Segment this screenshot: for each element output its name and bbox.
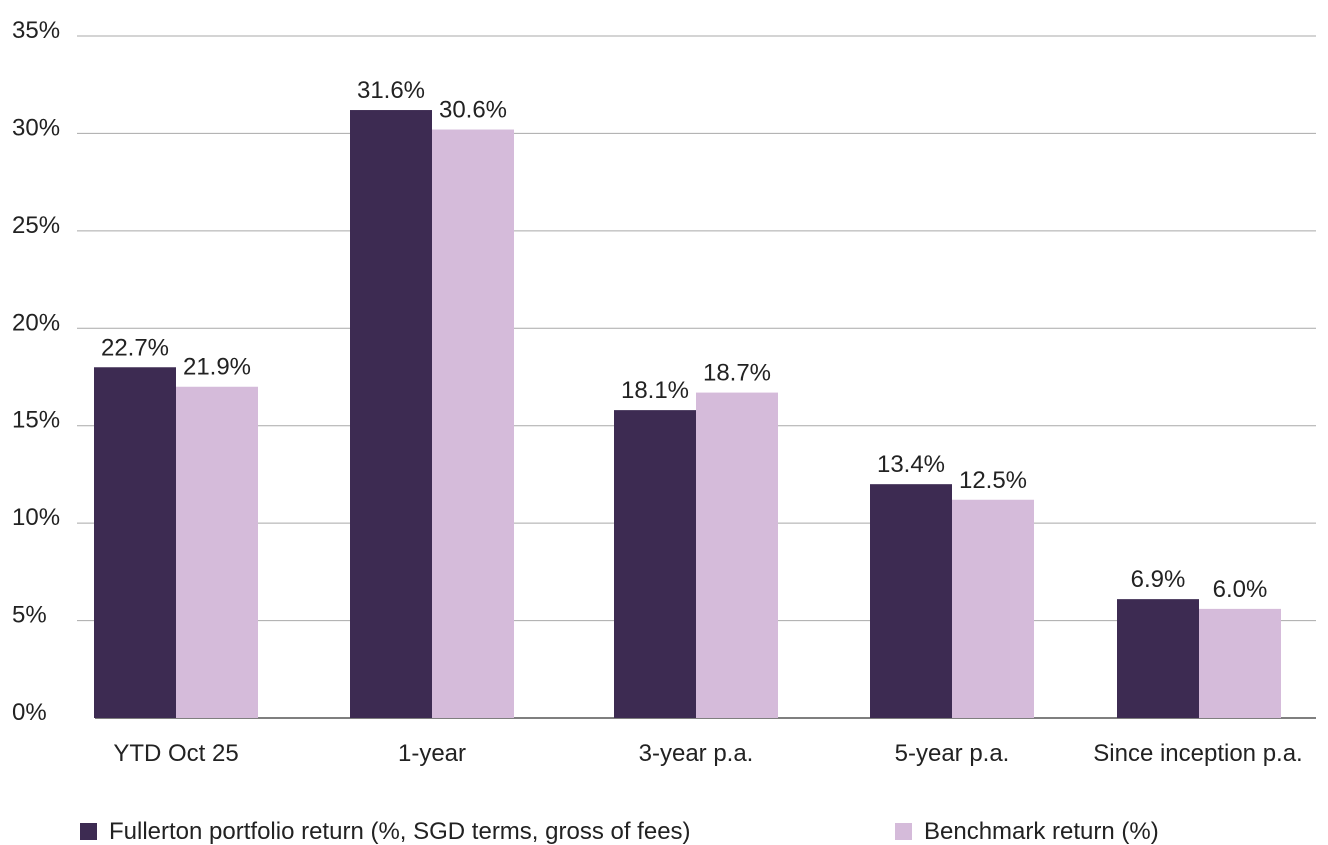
bar-benchmark-3 <box>952 499 1034 718</box>
x-category-label: YTD Oct 25 <box>113 740 238 767</box>
bar-portfolio-4 <box>1117 599 1199 718</box>
legend-swatch-portfolio <box>80 823 97 840</box>
x-category-label: 3-year p.a. <box>639 740 754 767</box>
bar-portfolio-3 <box>870 484 952 718</box>
legend-item-portfolio: Fullerton portfolio return (%, SGD terms… <box>80 818 691 845</box>
y-tick-label: 20% <box>12 309 60 336</box>
x-category-label: 5-year p.a. <box>895 740 1010 767</box>
gridlines <box>77 35 1316 719</box>
y-tick-label: 25% <box>12 212 60 239</box>
legend-label-benchmark: Benchmark return (%) <box>924 818 1159 845</box>
y-tick-label: 15% <box>12 407 60 434</box>
y-tick-label: 5% <box>12 602 47 629</box>
bars <box>94 110 1281 718</box>
legend-item-benchmark: Benchmark return (%) <box>895 818 1159 845</box>
legend: Fullerton portfolio return (%, SGD terms… <box>0 818 1328 845</box>
x-axis-categories: YTD Oct 25 1-year 3-year p.a. 5-year p.a. Si… <box>113 740 1302 767</box>
y-tick-label: 35% <box>12 17 60 44</box>
x-category-label: Since inception p.a. <box>1093 740 1302 767</box>
data-label-portfolio-4: 6.9% <box>1131 566 1186 593</box>
data-label-portfolio-3: 13.4% <box>877 451 945 478</box>
data-label-benchmark-2: 18.7% <box>703 360 771 387</box>
data-label-benchmark-0: 21.9% <box>183 354 251 381</box>
bar-benchmark-0 <box>176 386 258 718</box>
bar-portfolio-0 <box>94 367 176 718</box>
data-label-benchmark-1: 30.6% <box>439 97 507 124</box>
data-label-benchmark-4: 6.0% <box>1213 576 1268 603</box>
bar-benchmark-1 <box>432 129 514 718</box>
x-category-label: 1-year <box>398 740 466 767</box>
bar-benchmark-2 <box>696 392 778 718</box>
y-tick-label: 30% <box>12 114 60 141</box>
data-label-portfolio-2: 18.1% <box>621 377 689 404</box>
bar-chart: 22.7% 31.6% 18.1% 13.4% 6.9% 21.9% 30.6% 18.7% 1… <box>12 17 1316 767</box>
y-axis-ticks: 0% 5% 10% 15% 20% 25% 30% 35% <box>12 17 60 726</box>
legend-swatch-benchmark <box>895 823 912 840</box>
bar-benchmark-4 <box>1199 608 1281 718</box>
data-labels: 22.7% 31.6% 18.1% 13.4% 6.9% 21.9% 30.6% 18.7% 1… <box>101 77 1267 603</box>
data-label-portfolio-1: 31.6% <box>357 77 425 104</box>
data-label-benchmark-3: 12.5% <box>959 467 1027 494</box>
y-tick-label: 10% <box>12 504 60 531</box>
bar-portfolio-2 <box>614 410 696 718</box>
y-tick-label: 0% <box>12 699 47 726</box>
bar-portfolio-1 <box>350 110 432 718</box>
data-label-portfolio-0: 22.7% <box>101 334 169 361</box>
legend-label-portfolio: Fullerton portfolio return (%, SGD terms… <box>109 818 691 845</box>
